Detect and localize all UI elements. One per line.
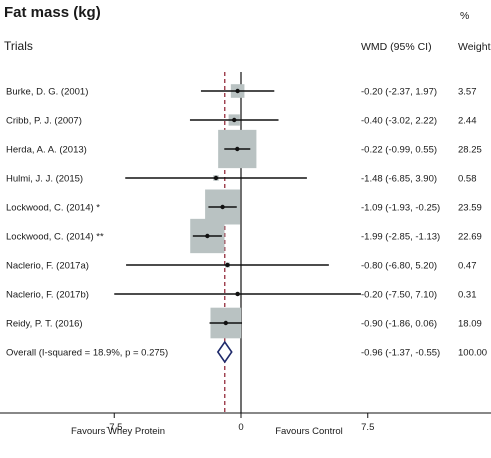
weight-value: 3.57 [458, 87, 477, 98]
x-tick-label: 7.5 [361, 422, 374, 433]
weight-value: 23.59 [458, 203, 482, 214]
overall-wmd-ci-value: -0.96 (-1.37, -0.55) [361, 348, 440, 359]
wmd-ci-value: -1.09 (-1.93, -0.25) [361, 203, 440, 214]
point-estimate [225, 262, 230, 268]
weight-value: 2.44 [458, 116, 477, 127]
wmd-ci-value: -1.48 (-6.85, 3.90) [361, 174, 437, 185]
wmd-ci-value: -0.40 (-3.02, 2.22) [361, 116, 437, 127]
favours-left-label: Favours Whey Protein [71, 426, 165, 437]
wmd-ci-value: -0.80 (-6.80, 5.20) [361, 261, 437, 272]
study-label: Lockwood, C. (2014) * [6, 203, 100, 214]
point-estimate [220, 204, 225, 210]
study-label: Burke, D. G. (2001) [6, 87, 88, 98]
chart-title: Fat mass (kg) [4, 4, 101, 21]
study-label: Cribb, P. J. (2007) [6, 116, 82, 127]
trials-header: Trials [4, 39, 33, 53]
plot-marks: Burke, D. G. (2001) -0.20 (-2.37, 1.97) 3.… [0, 72, 491, 433]
point-estimate [235, 88, 240, 94]
weight-value: 22.69 [458, 232, 482, 243]
weight-percent-header: % [460, 10, 469, 22]
weight-header: Weight [458, 41, 491, 53]
weight-value: 0.58 [458, 174, 477, 185]
overall-label: Overall (I-squared = 18.9%, p = 0.275) [6, 348, 168, 359]
x-tick-label: -7.5 [106, 422, 122, 433]
study-label: Hulmi, J. J. (2015) [6, 174, 83, 185]
study-label: Naclerio, F. (2017a) [6, 261, 89, 272]
point-estimate [205, 233, 210, 239]
weight-value: 28.25 [458, 145, 482, 156]
point-estimate [235, 291, 240, 297]
study-label: Naclerio, F. (2017b) [6, 290, 89, 301]
study-label: Lockwood, C. (2014) ** [6, 232, 104, 243]
wmd-ci-value: -0.22 (-0.99, 0.55) [361, 145, 437, 156]
point-estimate [213, 175, 219, 181]
study-label: Reidy, P. T. (2016) [6, 319, 83, 330]
study-label: Herda, A. A. (2013) [6, 145, 87, 156]
favours-right-label: Favours Control [275, 426, 343, 437]
point-estimate [235, 146, 240, 152]
wmd-ci-value: -0.20 (-7.50, 7.10) [361, 290, 437, 301]
wmd-header: WMD (95% CI) [361, 41, 432, 53]
weight-value: 0.31 [458, 290, 477, 301]
wmd-ci-value: -1.99 (-2.85, -1.13) [361, 232, 440, 243]
weight-value: 18.09 [458, 319, 482, 330]
x-tick-label: 0 [238, 422, 243, 433]
overall-weight-value: 100.00 [458, 348, 487, 359]
weight-value: 0.47 [458, 261, 477, 272]
point-estimate [223, 320, 228, 326]
overall-diamond [216, 340, 233, 364]
wmd-ci-value: -0.90 (-1.86, 0.06) [361, 319, 437, 330]
point-estimate [232, 117, 237, 123]
wmd-ci-value: -0.20 (-2.37, 1.97) [361, 87, 437, 98]
